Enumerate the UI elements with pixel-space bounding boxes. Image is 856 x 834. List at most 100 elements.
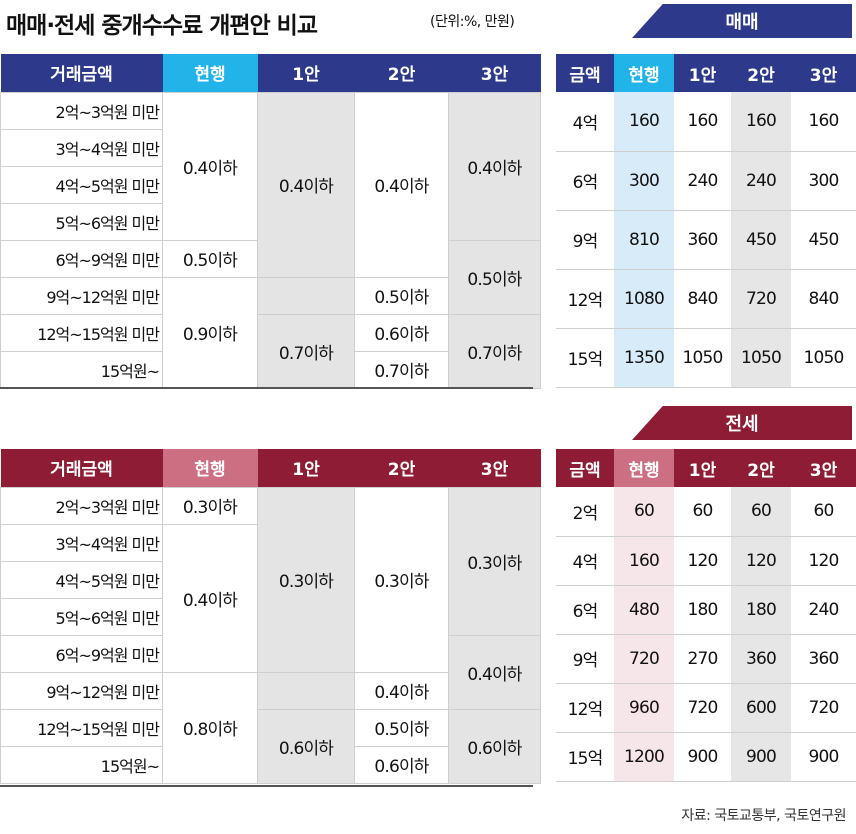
fee-value: 840 bbox=[674, 269, 731, 329]
rate-cell: 0.3이하 bbox=[162, 486, 258, 525]
fee-header-plan3: 3안 bbox=[791, 449, 856, 487]
page-title: 매매·전세 중개수수료 개편안 비교 bbox=[6, 13, 318, 39]
fee-value: 600 bbox=[731, 683, 791, 733]
rate-cell: 0.7이하 bbox=[448, 313, 541, 389]
fee-value: 160 bbox=[614, 536, 674, 586]
amount-cell: 15억원~ bbox=[0, 745, 163, 784]
fee-value: 360 bbox=[674, 210, 731, 270]
table-row: 9억 810 360 450 450 bbox=[556, 210, 856, 270]
fee-value: 60 bbox=[614, 487, 674, 537]
table-row: 6억 480 180 180 240 bbox=[556, 585, 856, 635]
fee-amount: 12억 bbox=[556, 269, 614, 329]
rate-cell: 0.7이하 bbox=[354, 350, 449, 389]
rate-cell: 0.9이하 bbox=[162, 276, 258, 389]
rate-cell: 0.4이하 bbox=[257, 91, 355, 278]
fee-value: 1350 bbox=[614, 328, 674, 388]
fee-header-plan2: 2안 bbox=[731, 449, 791, 487]
fee-value: 720 bbox=[791, 683, 856, 733]
amount-cell: 9억~12억원 미만 bbox=[0, 671, 163, 710]
sale-rate-table: 거래금액 현행 1안 2안 3안 2억~3억원 미만 0.4이하 0.4이하 0… bbox=[0, 54, 541, 389]
rate-cell: 0.3이하 bbox=[448, 486, 541, 636]
rate-cell-empty bbox=[257, 276, 355, 315]
fee-amount: 9억 bbox=[556, 634, 614, 684]
fee-value: 900 bbox=[731, 732, 791, 782]
rate-cell: 0.5이하 bbox=[448, 239, 541, 315]
fee-value: 720 bbox=[674, 683, 731, 733]
fee-value: 160 bbox=[791, 92, 856, 152]
table-row: 2억 60 60 60 60 bbox=[556, 487, 856, 537]
table-row: 12억 960 720 600 720 bbox=[556, 683, 856, 733]
rate-cell: 0.6이하 bbox=[257, 708, 355, 784]
header-plan3: 3안 bbox=[448, 54, 541, 92]
fee-header-plan3: 3안 bbox=[791, 54, 856, 92]
rate-cell: 0.4이하 bbox=[162, 523, 258, 673]
table-row: 9억 720 270 360 360 bbox=[556, 634, 856, 684]
amount-cell: 6억~9억원 미만 bbox=[0, 634, 163, 673]
fee-value: 160 bbox=[731, 92, 791, 152]
rate-cell: 0.4이하 bbox=[448, 634, 541, 710]
fee-value: 900 bbox=[791, 732, 856, 782]
amount-cell: 2억~3억원 미만 bbox=[0, 486, 163, 525]
fee-value: 960 bbox=[614, 683, 674, 733]
amount-cell: 3억~4억원 미만 bbox=[0, 523, 163, 562]
fee-amount: 4억 bbox=[556, 92, 614, 152]
fee-value: 120 bbox=[731, 536, 791, 586]
fee-value: 360 bbox=[731, 634, 791, 684]
amount-cell: 2억~3억원 미만 bbox=[0, 91, 163, 130]
fee-value: 180 bbox=[731, 585, 791, 635]
fee-header-plan2: 2안 bbox=[731, 54, 791, 92]
amount-cell: 4억~5억원 미만 bbox=[0, 165, 163, 204]
sale-tab: 매매 bbox=[632, 4, 852, 38]
fee-amount: 2억 bbox=[556, 487, 614, 537]
fee-value: 240 bbox=[731, 151, 791, 211]
divider bbox=[0, 387, 533, 389]
source-note: 자료: 국토교통부, 국토연구원 bbox=[681, 808, 846, 824]
rate-cell: 0.3이하 bbox=[257, 486, 355, 673]
fee-header-plan1: 1안 bbox=[674, 449, 731, 487]
rate-cell: 0.4이하 bbox=[162, 91, 258, 241]
fee-value: 810 bbox=[614, 210, 674, 270]
table-row: 15억 1350 1050 1050 1050 bbox=[556, 328, 856, 388]
header-plan2: 2안 bbox=[354, 449, 449, 487]
fee-value: 180 bbox=[674, 585, 731, 635]
header-current: 현행 bbox=[162, 54, 258, 92]
fee-value: 240 bbox=[674, 151, 731, 211]
fee-value: 1050 bbox=[731, 328, 791, 388]
fee-value: 840 bbox=[791, 269, 856, 329]
rate-cell: 0.4이하 bbox=[448, 91, 541, 241]
lease-tab-label: 전세 bbox=[725, 414, 759, 435]
header-plan1: 1안 bbox=[257, 449, 355, 487]
table-row: 4억 160 160 160 160 bbox=[556, 92, 856, 152]
fee-value: 300 bbox=[614, 151, 674, 211]
amount-cell: 5억~6억원 미만 bbox=[0, 202, 163, 241]
fee-value: 270 bbox=[674, 634, 731, 684]
amount-cell: 6억~9억원 미만 bbox=[0, 239, 163, 278]
amount-cell: 3억~4억원 미만 bbox=[0, 128, 163, 167]
fee-value: 1050 bbox=[791, 328, 856, 388]
rate-cell-empty bbox=[257, 671, 355, 710]
sale-fee-table: 금액 현행 1안 2안 3안 4억 160 160 160 160 6억 300… bbox=[556, 54, 856, 388]
fee-value: 450 bbox=[731, 210, 791, 270]
fee-amount: 12억 bbox=[556, 683, 614, 733]
amount-cell: 9억~12억원 미만 bbox=[0, 276, 163, 315]
header-current: 현행 bbox=[162, 449, 258, 487]
table-row: 4억 160 120 120 120 bbox=[556, 536, 856, 586]
rate-cell: 0.4이하 bbox=[354, 671, 449, 710]
fee-value: 450 bbox=[791, 210, 856, 270]
rate-cell: 0.6이하 bbox=[354, 745, 449, 784]
rate-cell: 0.3이하 bbox=[354, 486, 449, 673]
lease-fee-table: 금액 현행 1안 2안 3안 2억 60 60 60 60 4억 160 120… bbox=[556, 449, 856, 782]
fee-value: 120 bbox=[791, 536, 856, 586]
header-plan1: 1안 bbox=[257, 54, 355, 92]
fee-header-amount: 금액 bbox=[556, 54, 614, 92]
fee-value: 1080 bbox=[614, 269, 674, 329]
fee-value: 60 bbox=[731, 487, 791, 537]
divider bbox=[0, 785, 533, 787]
rate-cell: 0.4이하 bbox=[354, 91, 449, 278]
amount-cell: 12억~15억원 미만 bbox=[0, 708, 163, 747]
fee-value: 900 bbox=[674, 732, 731, 782]
fee-amount: 6억 bbox=[556, 151, 614, 211]
fee-value: 480 bbox=[614, 585, 674, 635]
header-plan3: 3안 bbox=[448, 449, 541, 487]
rate-cell: 0.5이하 bbox=[162, 239, 258, 278]
